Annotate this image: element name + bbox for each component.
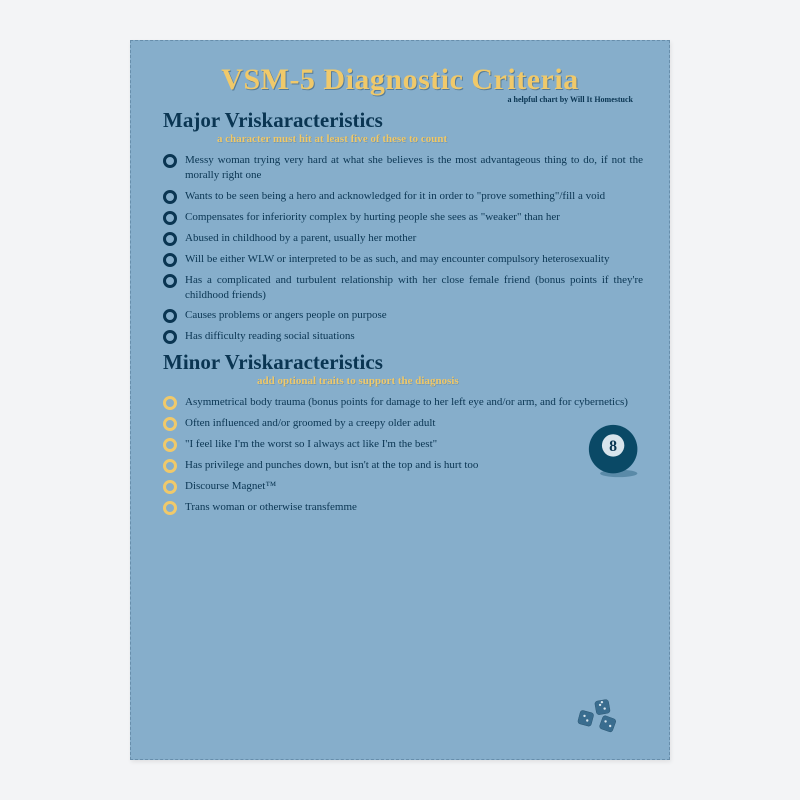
major-subheading: a character must hit at least five of th… [217, 133, 643, 145]
item-text: Often influenced and/or groomed by a cre… [185, 416, 643, 431]
circle-icon [163, 459, 177, 473]
item-text: Has privilege and punches down, but isn'… [185, 458, 643, 473]
list-item: Causes problems or angers people on purp… [163, 308, 643, 323]
circle-icon [163, 309, 177, 323]
item-text: "I feel like I'm the worst so I always a… [185, 437, 643, 452]
circle-icon [163, 330, 177, 344]
list-item: Has difficulty reading social situations [163, 329, 643, 344]
circle-icon [163, 154, 177, 168]
eight-ball-icon: 8 [587, 423, 643, 479]
list-item: Will be either WLW or interpreted to be … [163, 252, 643, 267]
item-text: Asymmetrical body trauma (bonus points f… [185, 395, 643, 410]
circle-icon [163, 396, 177, 410]
circle-icon [163, 438, 177, 452]
item-text: Causes problems or angers people on purp… [185, 308, 643, 323]
minor-heading: Minor Vriskaracteristics [163, 350, 643, 375]
circle-icon [163, 480, 177, 494]
item-text: Abused in childhood by a parent, usually… [185, 231, 643, 246]
major-items: Messy woman trying very hard at what she… [163, 153, 643, 344]
list-item: Messy woman trying very hard at what she… [163, 153, 643, 183]
eight-ball-label: 8 [609, 438, 617, 455]
list-item: Abused in childhood by a parent, usually… [163, 231, 643, 246]
list-item: Has privilege and punches down, but isn'… [163, 458, 643, 473]
circle-icon [163, 417, 177, 431]
list-item: Trans woman or otherwise transfemme [163, 500, 643, 515]
circle-icon [163, 253, 177, 267]
minor-subheading: add optional traits to support the diagn… [257, 375, 643, 387]
list-item: Discourse Magnet™ [163, 479, 643, 494]
major-heading: Major Vriskaracteristics [163, 108, 643, 133]
minor-section: Minor Vriskaracteristics add optional tr… [157, 350, 643, 515]
list-item: Asymmetrical body trauma (bonus points f… [163, 395, 643, 410]
poster: VSM-5 Diagnostic Criteria a helpful char… [130, 40, 670, 760]
circle-icon [163, 232, 177, 246]
circle-icon [163, 211, 177, 225]
item-text: Has difficulty reading social situations [185, 329, 643, 344]
item-text: Has a complicated and turbulent relation… [185, 273, 643, 303]
circle-icon [163, 501, 177, 515]
item-text: Compensates for inferiority complex by h… [185, 210, 643, 225]
list-item: "I feel like I'm the worst so I always a… [163, 437, 643, 452]
item-text: Discourse Magnet™ [185, 479, 643, 494]
item-text: Messy woman trying very hard at what she… [185, 153, 643, 183]
circle-icon [163, 274, 177, 288]
list-item: Often influenced and/or groomed by a cre… [163, 416, 643, 431]
item-text: Wants to be seen being a hero and acknow… [185, 189, 643, 204]
item-text: Will be either WLW or interpreted to be … [185, 252, 643, 267]
list-item: Wants to be seen being a hero and acknow… [163, 189, 643, 204]
major-section: Major Vriskaracteristics a character mus… [157, 108, 643, 344]
list-item: Has a complicated and turbulent relation… [163, 273, 643, 303]
item-text: Trans woman or otherwise transfemme [185, 500, 643, 515]
circle-icon [163, 190, 177, 204]
minor-items: Asymmetrical body trauma (bonus points f… [163, 395, 643, 515]
main-title: VSM-5 Diagnostic Criteria [157, 63, 643, 97]
list-item: Compensates for inferiority complex by h… [163, 210, 643, 225]
dice-icon [573, 693, 629, 737]
